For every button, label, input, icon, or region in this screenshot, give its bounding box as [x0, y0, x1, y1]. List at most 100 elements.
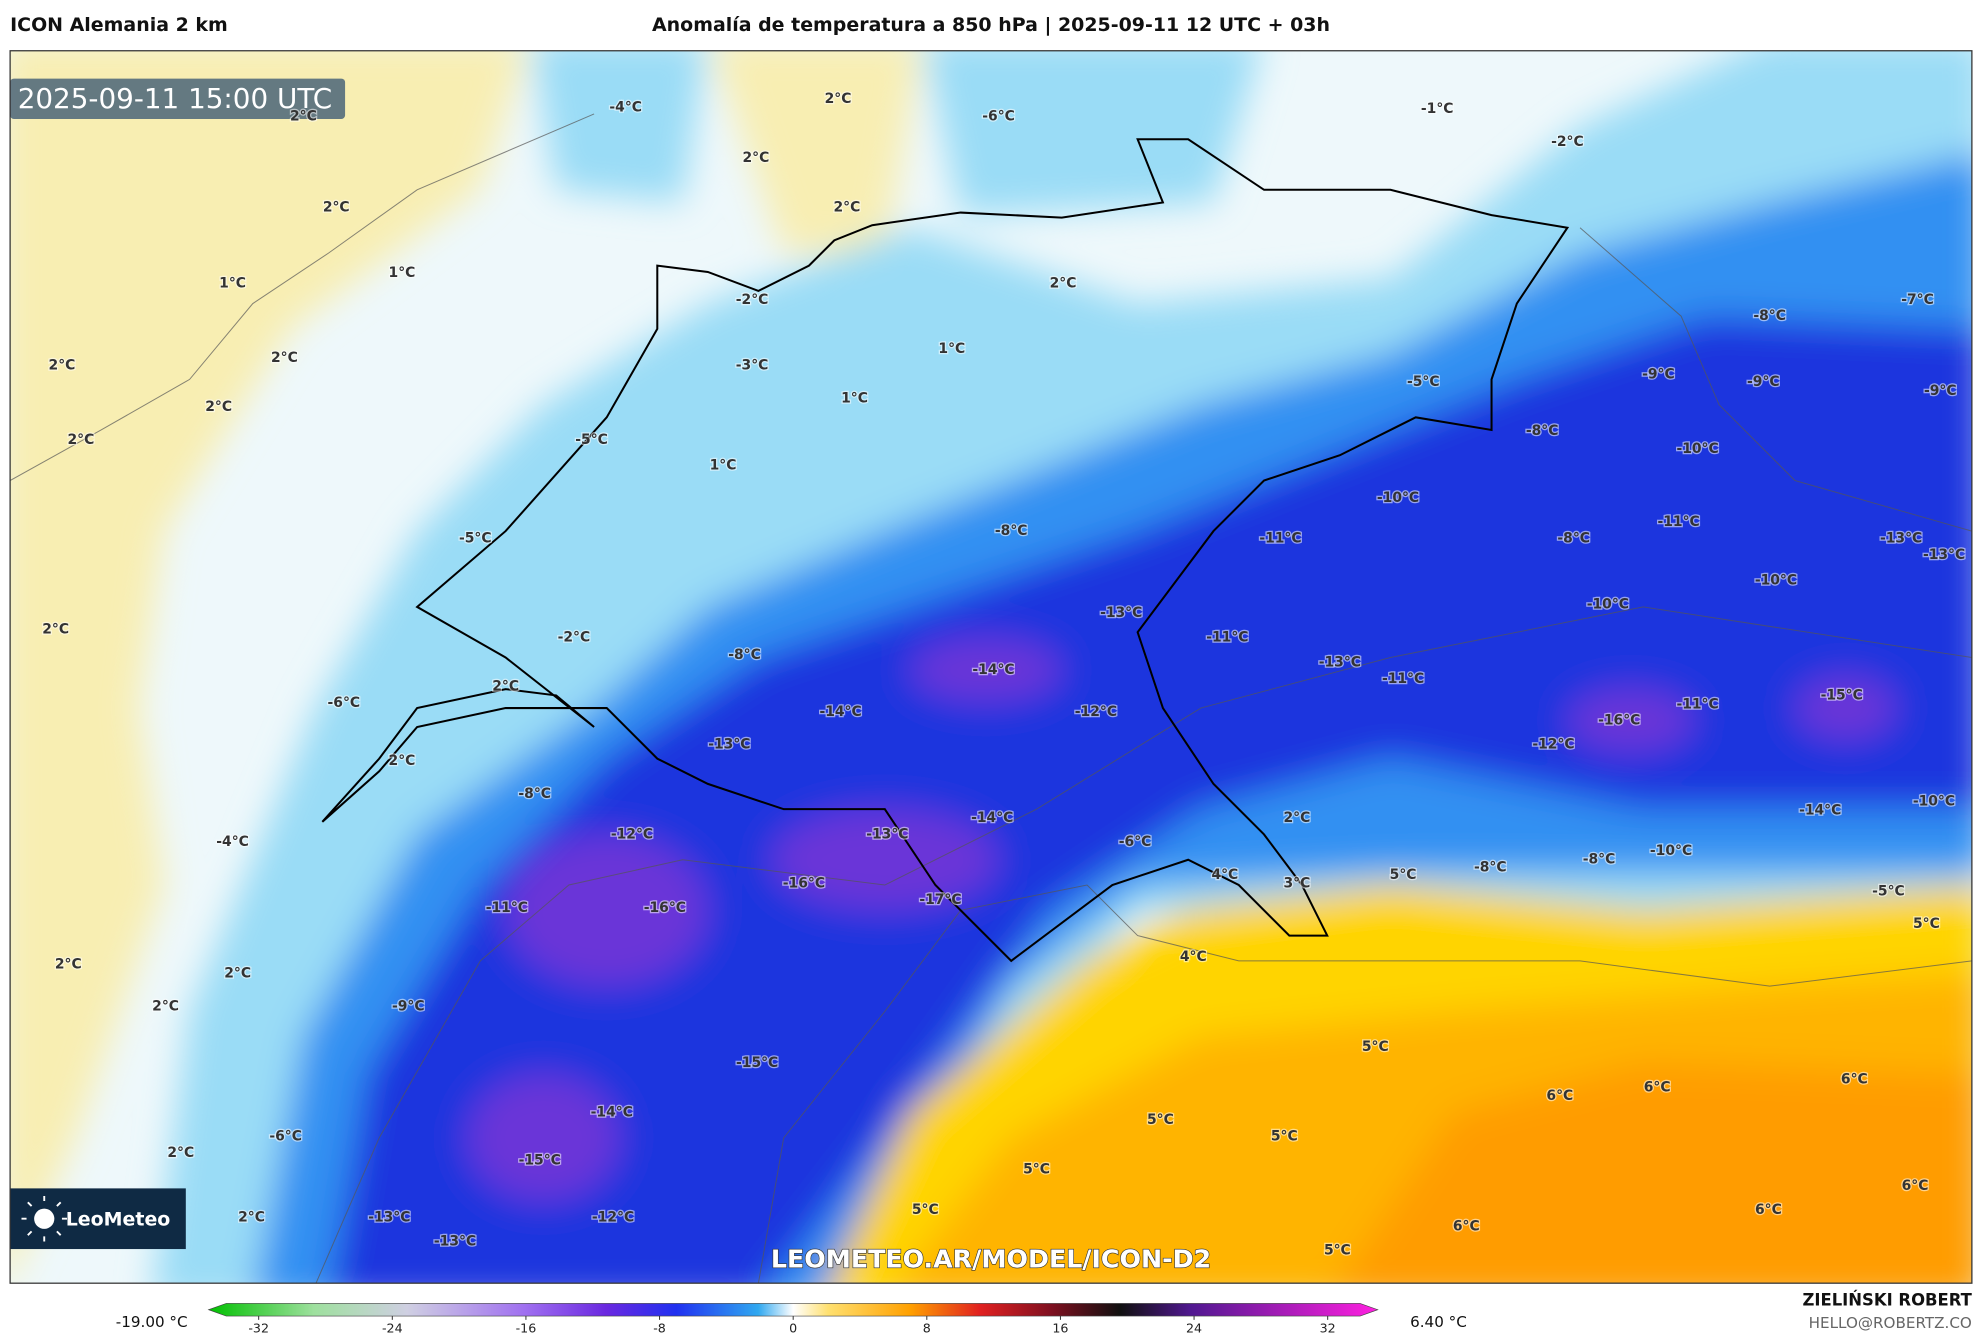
- colorbar-bar: [207, 1303, 1379, 1317]
- temperature-label: 6°C: [1644, 1079, 1671, 1095]
- temperature-label: 5°C: [912, 1202, 939, 1218]
- temperature-label: 2°C: [167, 1145, 194, 1161]
- temperature-label: 5°C: [1147, 1112, 1174, 1128]
- temperature-label: -9°C: [1642, 366, 1675, 382]
- temperature-label: -9°C: [1747, 374, 1780, 390]
- temperature-label: 2°C: [224, 965, 251, 981]
- temperature-label: -8°C: [1557, 531, 1590, 547]
- temperature-label: 2°C: [492, 679, 519, 695]
- temperature-label: -2°C: [1551, 134, 1584, 150]
- temperature-label: -11°C: [486, 900, 528, 916]
- temperature-label: -10°C: [1587, 596, 1629, 612]
- temperature-label: -15°C: [519, 1153, 561, 1169]
- temperature-label: -13°C: [1100, 605, 1142, 621]
- colorbar: -32 -24 -16 -8 0 8 16 24 32: [207, 1303, 1379, 1335]
- temperature-label: 5°C: [1390, 867, 1417, 883]
- colorbar-tick-label: -24: [382, 1320, 403, 1335]
- temperature-label: -14°C: [971, 810, 1013, 826]
- temperature-label: -15°C: [736, 1055, 778, 1071]
- temperature-label: -8°C: [1583, 852, 1616, 868]
- temperature-label: 1°C: [219, 275, 246, 291]
- temperature-label: -9°C: [392, 998, 425, 1014]
- colorbar-tick-label: 32: [1320, 1320, 1336, 1335]
- temperature-label: 2°C: [1283, 810, 1310, 826]
- temperature-label: 2°C: [152, 998, 179, 1014]
- temperature-label: -12°C: [1075, 704, 1117, 720]
- temperature-label: 2°C: [742, 150, 769, 166]
- min-value: -19.00 °C: [116, 1313, 188, 1331]
- map-title: Anomalía de temperatura a 850 hPa | 2025…: [652, 14, 1330, 36]
- temperature-label: -2°C: [736, 292, 769, 308]
- temperature-label: 5°C: [1023, 1161, 1050, 1177]
- temperature-label: -14°C: [972, 662, 1014, 678]
- temperature-label: -15°C: [1821, 687, 1863, 703]
- temperature-label: -12°C: [1532, 737, 1574, 753]
- temperature-label: -10°C: [1755, 572, 1797, 588]
- temperature-label: 2°C: [825, 91, 852, 107]
- model-name: ICON Alemania 2 km: [10, 14, 228, 36]
- temperature-label: -11°C: [1206, 629, 1248, 645]
- temperature-label: -17°C: [919, 892, 961, 908]
- temperature-label: -5°C: [575, 432, 608, 448]
- temperature-label: 4°C: [1180, 949, 1207, 965]
- colorbar-tick-label: -16: [516, 1320, 537, 1335]
- temperature-label: -16°C: [644, 900, 686, 916]
- timestamp: 2025-09-11 15:00 UTC: [18, 82, 332, 115]
- temperature-label: -10°C: [1650, 843, 1692, 859]
- colorbar-tick-label: 8: [923, 1320, 931, 1335]
- temperature-label: -10°C: [1913, 794, 1955, 810]
- temperature-label: -11°C: [1259, 531, 1301, 547]
- temperature-label: -4°C: [216, 834, 249, 850]
- temperature-label: 2°C: [238, 1209, 265, 1225]
- temperature-label: 1°C: [710, 457, 737, 473]
- temperature-label: 2°C: [833, 199, 860, 215]
- temperature-label: -8°C: [1753, 308, 1786, 324]
- colorbar-tick-label: -8: [653, 1320, 666, 1335]
- temperature-label: -13°C: [1880, 531, 1922, 547]
- temperature-label: -13°C: [368, 1209, 410, 1225]
- map: 2025-09-11 15:00 UTC -4°C -6°C 2°C -1°C -2°C…: [10, 50, 1972, 1284]
- temperature-label: -13°C: [1923, 547, 1965, 563]
- temperature-label: -13°C: [708, 737, 750, 753]
- colorbar-tick-label: -32: [248, 1320, 269, 1335]
- temperature-label: -14°C: [1799, 802, 1841, 818]
- temperature-label: -5°C: [1872, 883, 1905, 899]
- temperature-label: -11°C: [1676, 696, 1718, 712]
- temperature-label: 5°C: [1913, 916, 1940, 932]
- temperature-label: 2°C: [42, 622, 69, 638]
- logo: LeoMeteo: [66, 1208, 171, 1230]
- temperature-label: 6°C: [1546, 1088, 1573, 1104]
- temperature-label: 3°C: [1283, 876, 1310, 892]
- temperature-label: -8°C: [995, 523, 1028, 539]
- temperature-label: -1°C: [1421, 101, 1454, 117]
- temperature-label: -7°C: [1901, 292, 1934, 308]
- temperature-label: -3°C: [736, 358, 769, 374]
- temperature-label: 2°C: [271, 350, 298, 366]
- temperature-label: 2°C: [55, 957, 82, 973]
- temperature-label: 5°C: [1324, 1242, 1351, 1258]
- temperature-label: 2°C: [205, 399, 232, 415]
- temperature-label: 4°C: [1211, 867, 1238, 883]
- map-labels: -4°C -6°C 2°C -1°C -2°C 2°C 2°C 2°C 2°C 1°C 1°C -2°…: [41, 90, 1967, 1260]
- temperature-label: 6°C: [1755, 1202, 1782, 1218]
- temperature-label: -10°C: [1377, 490, 1419, 506]
- temperature-label: -12°C: [592, 1209, 634, 1225]
- temperature-label: -13°C: [1319, 655, 1361, 671]
- temperature-label: 2°C: [67, 432, 94, 448]
- temperature-label: -16°C: [783, 876, 825, 892]
- temperature-label: -10°C: [1676, 441, 1718, 457]
- temperature-label: -14°C: [819, 704, 861, 720]
- temperature-label: 5°C: [1362, 1039, 1389, 1055]
- temperature-label: -8°C: [1526, 423, 1559, 439]
- temperature-label: -5°C: [1407, 374, 1440, 390]
- temperature-label: -8°C: [728, 647, 761, 663]
- temperature-label: 1°C: [841, 390, 868, 406]
- temperature-label: -11°C: [1382, 671, 1424, 687]
- temperature-label: 5°C: [1271, 1129, 1298, 1145]
- colorbar-tick-label: 0: [789, 1320, 797, 1335]
- temperature-label: -5°C: [459, 531, 492, 547]
- watermark: LEOMETEO.AR/MODEL/ICON-D2: [771, 1244, 1211, 1273]
- temperature-label: -6°C: [1119, 834, 1152, 850]
- temperature-label: 6°C: [1902, 1178, 1929, 1194]
